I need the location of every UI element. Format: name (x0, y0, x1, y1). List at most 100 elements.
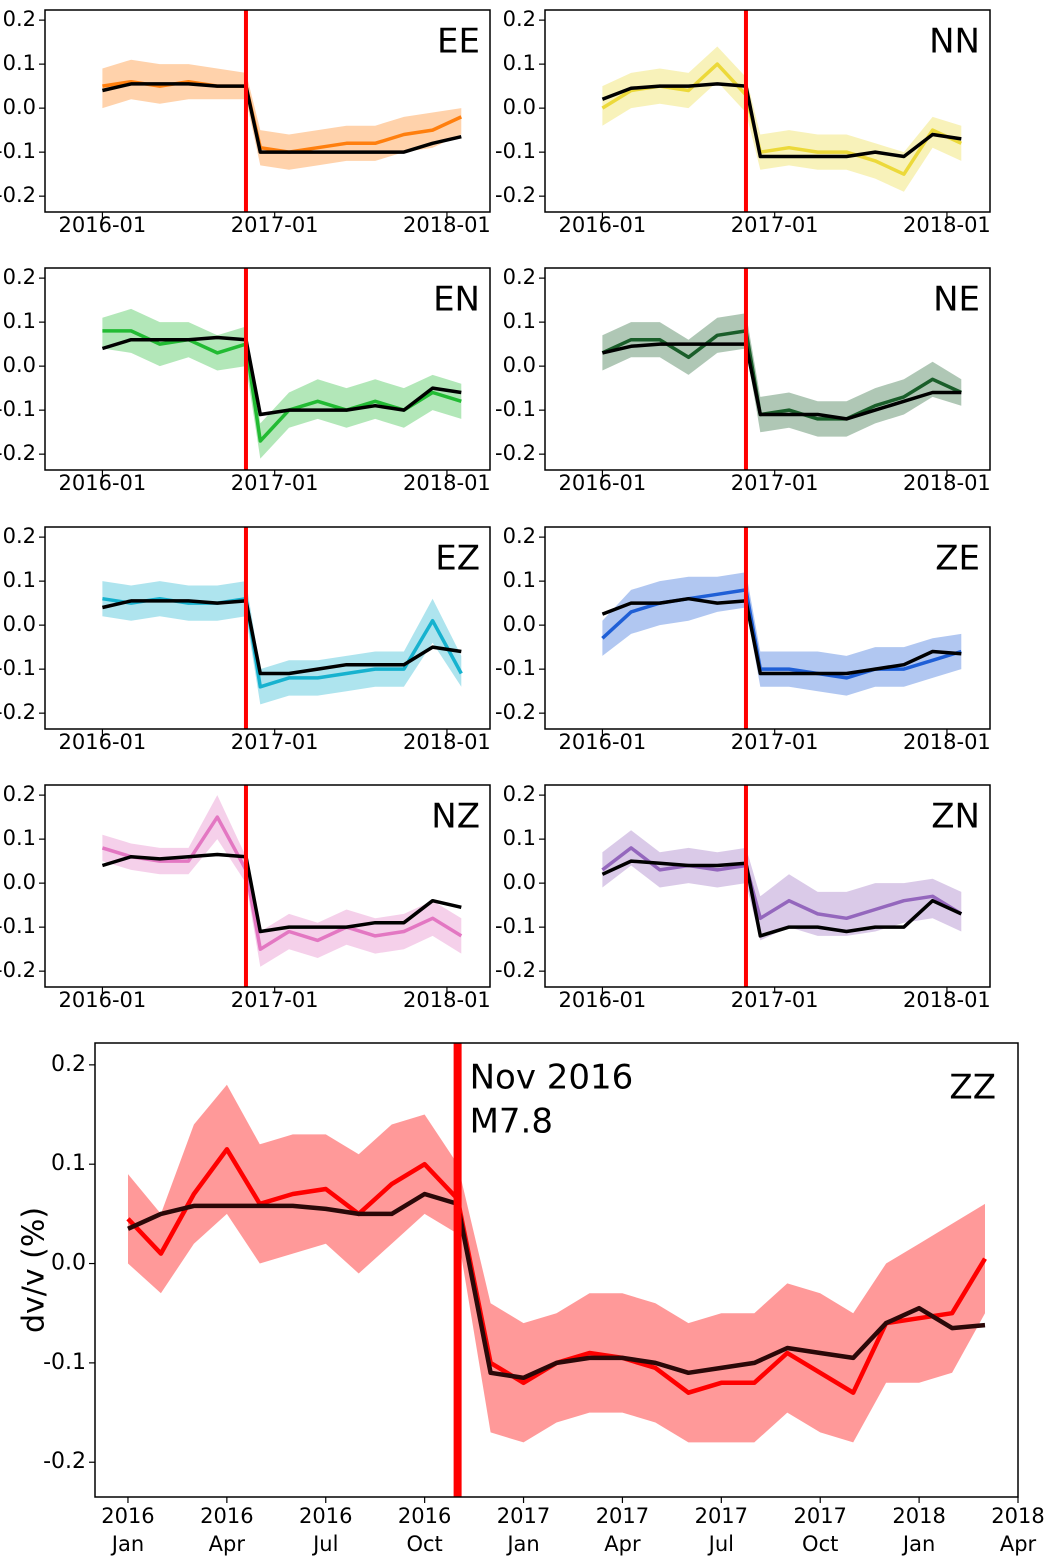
y-tick-label: 0.0 (3, 95, 36, 119)
annotation: M7.8 (470, 1102, 553, 1142)
band (602, 830, 962, 941)
y-tick-label: 0.0 (503, 612, 536, 636)
y-tick-label: -0.2 (495, 700, 536, 724)
axes-frame (544, 267, 991, 471)
x-tick-label: 2017-01 (231, 988, 319, 1012)
x-tick-label: 2017-01 (231, 471, 319, 495)
y-tick-label: 0.0 (3, 353, 36, 377)
axes-frame (44, 267, 491, 471)
y-tick-label: 0.0 (503, 95, 536, 119)
y-tick-label: -0.1 (43, 1350, 86, 1375)
y-tick-label: 0.1 (503, 309, 536, 333)
x-tick-label: 2018-01 (403, 471, 491, 495)
x-tick-label: 2018 Apr (991, 1504, 1045, 1556)
y-tick-label: -0.2 (0, 441, 36, 465)
x-tick-label: 2016-01 (559, 730, 647, 754)
y-tick-label: -0.2 (495, 958, 536, 982)
y-tick-label: 0.2 (3, 7, 36, 31)
panel-title: ZE (935, 539, 980, 579)
x-tick-label: 2016 Jul (299, 1504, 353, 1556)
line (601, 859, 963, 938)
x-tick-label: 2017-01 (231, 730, 319, 754)
line (101, 852, 462, 934)
panel-title: NZ (431, 797, 480, 837)
x-tick-label: 2017-01 (731, 988, 819, 1012)
panel-title: NN (929, 22, 980, 62)
y-tick-label: 0.0 (3, 612, 36, 636)
x-tick-label: 2017-01 (731, 471, 819, 495)
x-tick-label: 2018 Jan (892, 1504, 946, 1556)
x-tick-label: 2018-01 (903, 730, 991, 754)
line (102, 82, 462, 154)
y-tick-label: 0.1 (503, 826, 536, 850)
band (128, 1084, 985, 1443)
y-tick-label: 0.0 (503, 870, 536, 894)
band (102, 581, 462, 705)
y-axis-label: dv/v (%) (17, 1207, 52, 1333)
y-tick-label: 0.0 (3, 870, 36, 894)
y-tick-label: 0.2 (503, 782, 536, 806)
y-tick-label: 0.0 (503, 353, 536, 377)
y-tick-label: -0.2 (0, 183, 36, 207)
panel-title: NE (933, 280, 980, 320)
x-tick-label: 2018-01 (903, 988, 991, 1012)
axes-frame (94, 1042, 1019, 1498)
x-tick-label: 2016-01 (59, 213, 147, 237)
y-tick-label: 0.1 (3, 51, 36, 75)
band (102, 308, 462, 459)
x-tick-label: 2017 Jul (694, 1504, 749, 1556)
line (127, 1191, 986, 1381)
y-tick-label: 0.2 (503, 7, 536, 31)
x-tick-label: 2016 Oct (397, 1504, 452, 1556)
x-tick-label: 2016-01 (559, 213, 647, 237)
panel-title: EZ (435, 539, 480, 579)
band (602, 572, 962, 696)
band (602, 313, 962, 437)
x-tick-label: 2017 Apr (595, 1504, 650, 1556)
line (601, 596, 962, 676)
y-tick-label: 0.0 (51, 1251, 86, 1276)
y-tick-label: 0.1 (3, 309, 36, 333)
line (601, 82, 962, 159)
x-tick-label: 2016-01 (559, 471, 647, 495)
x-tick-label: 2017-01 (731, 730, 819, 754)
y-tick-label: -0.1 (0, 656, 36, 680)
y-tick-label: -0.1 (0, 397, 36, 421)
y-tick-label: 0.2 (3, 782, 36, 806)
x-tick-label: 2016-01 (559, 988, 647, 1012)
band (602, 46, 962, 192)
x-tick-label: 2017-01 (731, 213, 819, 237)
panel-title: EE (437, 22, 480, 62)
y-tick-label: -0.1 (0, 139, 36, 163)
line (601, 846, 963, 921)
axes-frame (544, 784, 991, 988)
y-tick-label: -0.1 (495, 397, 536, 421)
y-tick-label: -0.1 (495, 914, 536, 938)
x-tick-label: 2017 Jan (496, 1504, 551, 1556)
y-tick-label: 0.1 (503, 51, 536, 75)
y-tick-label: 0.1 (3, 568, 36, 592)
y-tick-label: 0.2 (503, 265, 536, 289)
axes-frame (544, 9, 991, 213)
x-tick-label: 2018-01 (403, 730, 491, 754)
y-tick-label: 0.1 (3, 826, 36, 850)
y-tick-label: -0.2 (0, 700, 36, 724)
x-tick-label: 2016 Jan (101, 1504, 155, 1556)
axes-frame (44, 9, 491, 213)
y-tick-label: 0.1 (503, 568, 536, 592)
axes-frame (44, 526, 491, 730)
x-tick-label: 2018-01 (403, 988, 491, 1012)
y-tick-label: -0.1 (495, 139, 536, 163)
x-tick-label: 2016-01 (59, 988, 147, 1012)
x-tick-label: 2016 Apr (200, 1504, 254, 1556)
axes-frame (544, 526, 991, 730)
y-tick-label: -0.2 (495, 441, 536, 465)
y-tick-label: 0.2 (3, 265, 36, 289)
x-tick-label: 2018-01 (903, 213, 991, 237)
y-tick-label: -0.1 (0, 914, 36, 938)
panel-title: ZZ (949, 1068, 996, 1108)
x-tick-label: 2016-01 (59, 471, 147, 495)
line (101, 335, 462, 417)
